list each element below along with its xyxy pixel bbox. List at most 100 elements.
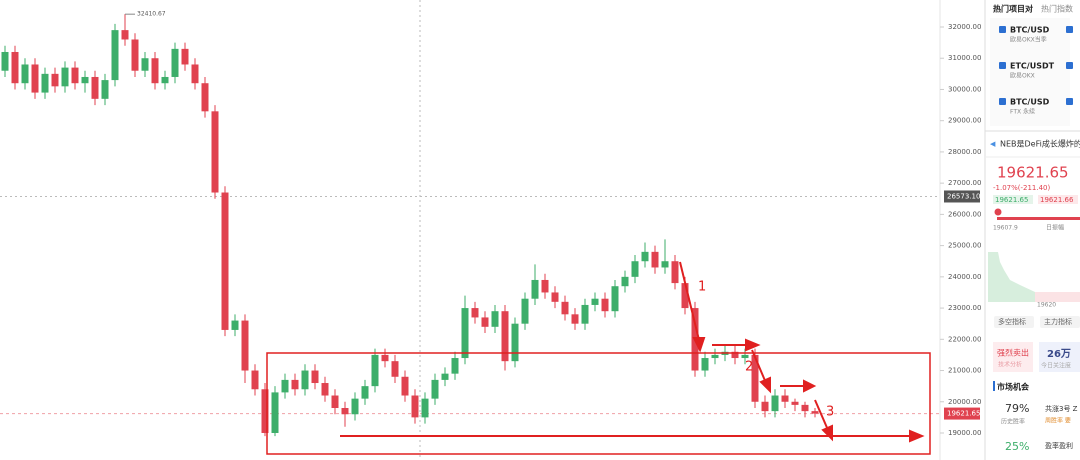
y-tick-label: 20000.00 xyxy=(948,398,981,406)
range-bar xyxy=(997,217,1080,220)
candle-body xyxy=(171,48,179,77)
candle-body xyxy=(471,308,479,318)
annotation: 1 xyxy=(698,280,706,295)
annotation-arrows xyxy=(340,261,925,443)
candle-body xyxy=(321,383,329,396)
pair-venue: 欧易OKX当季 xyxy=(1010,36,1047,44)
bid: 19621.65 xyxy=(995,196,1028,204)
pair-venue: 欧易OKX xyxy=(1010,72,1035,80)
ask-box xyxy=(1038,195,1078,204)
checkbox xyxy=(999,98,1006,105)
icon: ◀ xyxy=(990,140,996,148)
candle-body xyxy=(391,361,399,377)
y-tick-label: 26000.00 xyxy=(948,210,981,218)
candle-body xyxy=(121,30,129,40)
tab[interactable]: 热门指数 xyxy=(1041,4,1073,14)
candle-body xyxy=(631,261,639,277)
candle-body xyxy=(641,251,649,262)
candle-body xyxy=(351,398,359,415)
candle-body xyxy=(361,386,369,399)
candle-body xyxy=(111,30,119,81)
y-tick-label: 30000.00 xyxy=(948,85,981,93)
y-tick-label: 22000.00 xyxy=(948,335,981,343)
candle-body xyxy=(271,392,279,433)
candle-body xyxy=(481,317,489,327)
win-rate: 79% xyxy=(1005,402,1029,415)
button-label[interactable]: 主力指标 xyxy=(1044,317,1072,326)
candle-body xyxy=(731,351,739,359)
range-dot xyxy=(994,208,1002,216)
mini-label: 19620 xyxy=(1037,302,1056,309)
mini-area xyxy=(1035,292,1080,302)
stat-sub: 周胜率 要 xyxy=(1045,417,1071,425)
price: 19621.65 xyxy=(997,164,1069,182)
candle-body xyxy=(1,51,9,71)
candle-body xyxy=(381,354,389,362)
candle-body xyxy=(521,298,529,324)
candle-body xyxy=(71,67,79,84)
candle-body xyxy=(591,298,599,305)
candle-body xyxy=(141,58,149,71)
news[interactable]: NEB是DeFi成长爆炸的 xyxy=(1000,139,1080,149)
checkbox xyxy=(999,62,1006,69)
candle-body xyxy=(301,370,309,390)
candle-body xyxy=(371,354,379,387)
high-label: 32410.67 xyxy=(137,11,166,18)
tab[interactable]: 热门项目对 xyxy=(993,4,1033,14)
candle-body xyxy=(541,279,549,293)
bid-box xyxy=(993,195,1033,204)
candle-body xyxy=(241,320,249,371)
y-tick-label: 31000.00 xyxy=(948,54,981,62)
candle-body xyxy=(201,83,209,112)
win-rate-sub: 历史胜率 xyxy=(1001,418,1025,426)
candle-body xyxy=(441,373,449,380)
candle-body xyxy=(751,354,759,402)
button[interactable] xyxy=(994,316,1034,328)
y-tick-label: 23000.00 xyxy=(948,304,981,312)
candle-body xyxy=(771,395,779,412)
candle-body xyxy=(491,311,499,327)
candle-body xyxy=(421,398,429,418)
signal-box xyxy=(993,342,1033,372)
candle-body xyxy=(551,292,559,302)
y-tick-label: 28000.00 xyxy=(948,148,981,156)
candle-body xyxy=(781,395,789,402)
candle-body xyxy=(41,73,49,93)
pairs-bg xyxy=(990,18,1070,126)
candle-body xyxy=(211,111,219,193)
y-tick-label: 21000.00 xyxy=(948,367,981,375)
candle-body xyxy=(151,58,159,84)
candle-body xyxy=(311,370,319,384)
y-tick-label: 29000.00 xyxy=(948,117,981,125)
pair-name: BTC/USD xyxy=(1010,98,1050,107)
change: -1.07%(-211.40) xyxy=(993,184,1051,192)
button-label[interactable]: 多空指标 xyxy=(998,317,1026,326)
candle-body xyxy=(571,314,579,324)
candle-body xyxy=(651,251,659,268)
price-tag-label: 26573.10 xyxy=(947,192,980,200)
candle-body xyxy=(51,73,59,87)
candle-body xyxy=(101,80,109,99)
annotation: 2 xyxy=(745,360,753,375)
candle-body xyxy=(761,401,769,412)
candle-body xyxy=(661,261,669,268)
ask: 19621.66 xyxy=(1040,196,1074,204)
button[interactable] xyxy=(1040,316,1080,328)
checkbox xyxy=(999,26,1006,33)
candle-body xyxy=(791,401,799,405)
candle-body xyxy=(411,395,419,418)
candle-body xyxy=(261,389,269,433)
candle-body xyxy=(701,358,709,371)
pair-name: ETC/USDT xyxy=(1010,62,1055,71)
checkbox xyxy=(1066,98,1073,105)
price-tag-label: 19621.65 xyxy=(947,410,980,418)
candle-body xyxy=(461,308,469,359)
rate2-sub: 盈率盈利 xyxy=(1045,441,1073,450)
candle-body xyxy=(671,261,679,284)
candle-body xyxy=(11,51,19,84)
candle-body xyxy=(251,370,259,390)
section-bar xyxy=(993,381,995,391)
attention-box xyxy=(1039,342,1080,372)
checkbox xyxy=(1066,26,1073,33)
